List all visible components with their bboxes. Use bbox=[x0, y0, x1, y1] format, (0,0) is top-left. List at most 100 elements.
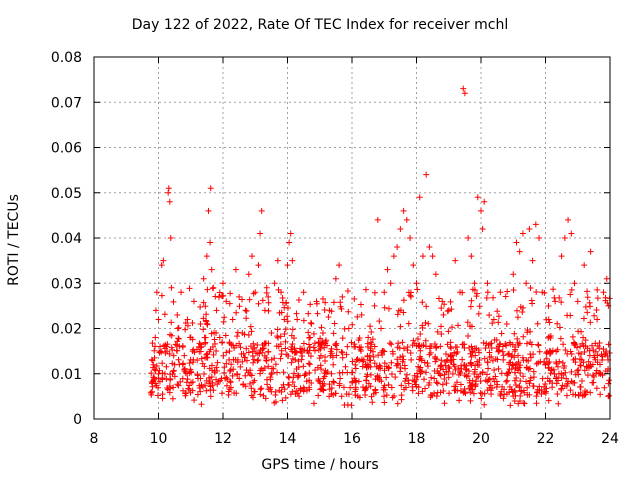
data-point bbox=[580, 334, 587, 341]
data-point bbox=[517, 362, 524, 369]
data-point bbox=[209, 285, 216, 292]
data-point bbox=[513, 307, 520, 314]
data-point bbox=[344, 287, 351, 294]
data-point bbox=[248, 385, 255, 392]
data-point bbox=[277, 341, 284, 348]
data-point bbox=[546, 319, 553, 326]
data-point bbox=[348, 339, 355, 346]
data-point bbox=[477, 378, 484, 385]
data-point bbox=[268, 369, 275, 376]
data-point bbox=[401, 362, 408, 369]
data-point bbox=[248, 392, 255, 399]
data-point bbox=[333, 352, 340, 359]
data-point bbox=[496, 341, 503, 348]
data-point bbox=[457, 388, 464, 395]
data-point bbox=[443, 368, 450, 375]
data-point bbox=[306, 369, 313, 376]
data-point bbox=[426, 351, 433, 358]
data-point bbox=[533, 393, 540, 400]
data-point bbox=[265, 293, 272, 300]
data-point bbox=[420, 342, 427, 349]
data-point bbox=[426, 345, 433, 352]
data-point bbox=[371, 302, 378, 309]
data-point bbox=[216, 289, 223, 296]
data-point bbox=[289, 341, 296, 348]
data-point bbox=[533, 289, 540, 296]
data-point bbox=[300, 289, 307, 296]
data-point bbox=[252, 289, 259, 296]
data-point bbox=[363, 384, 370, 391]
data-point bbox=[523, 357, 530, 364]
data-point bbox=[367, 357, 374, 364]
data-point bbox=[461, 341, 468, 348]
data-point bbox=[572, 371, 579, 378]
data-point bbox=[272, 361, 279, 368]
data-point bbox=[466, 323, 473, 330]
data-point bbox=[214, 359, 221, 366]
data-point bbox=[484, 359, 491, 366]
data-point bbox=[512, 382, 519, 389]
data-point bbox=[545, 397, 552, 404]
data-point bbox=[577, 362, 584, 369]
data-point bbox=[383, 392, 390, 399]
data-point bbox=[439, 298, 446, 305]
data-point bbox=[589, 342, 596, 349]
data-point bbox=[312, 347, 319, 354]
data-point bbox=[511, 330, 518, 337]
data-point bbox=[356, 357, 363, 364]
data-point bbox=[159, 395, 166, 402]
data-point bbox=[232, 266, 239, 273]
data-point bbox=[274, 257, 281, 264]
data-point bbox=[274, 334, 281, 341]
data-point bbox=[166, 384, 173, 391]
data-point bbox=[223, 360, 230, 367]
data-point bbox=[473, 290, 480, 297]
data-point bbox=[317, 380, 324, 387]
data-point bbox=[470, 390, 477, 397]
data-point bbox=[400, 207, 407, 214]
data-point bbox=[553, 375, 560, 382]
data-point bbox=[284, 304, 291, 311]
data-point bbox=[499, 343, 506, 350]
data-point bbox=[223, 374, 230, 381]
data-point bbox=[480, 339, 487, 346]
data-point bbox=[551, 370, 558, 377]
data-point bbox=[562, 347, 569, 354]
data-point bbox=[434, 328, 441, 335]
data-point bbox=[474, 358, 481, 365]
data-point bbox=[536, 235, 543, 241]
data-point bbox=[372, 386, 379, 393]
data-point bbox=[419, 388, 426, 395]
data-point bbox=[243, 345, 250, 352]
data-point bbox=[265, 340, 272, 347]
data-point bbox=[503, 342, 510, 349]
data-point bbox=[586, 364, 593, 371]
data-point bbox=[257, 230, 264, 237]
data-point bbox=[352, 386, 359, 393]
data-point bbox=[474, 194, 481, 201]
data-point bbox=[173, 342, 180, 349]
data-point bbox=[179, 375, 186, 382]
data-point bbox=[339, 293, 346, 300]
data-point bbox=[513, 239, 520, 246]
data-point bbox=[497, 289, 504, 296]
data-point bbox=[160, 257, 167, 264]
data-point bbox=[337, 299, 344, 306]
data-point bbox=[198, 355, 205, 362]
data-point bbox=[408, 356, 415, 363]
data-point bbox=[417, 364, 424, 371]
data-point bbox=[591, 312, 598, 319]
data-point bbox=[473, 345, 480, 352]
data-point bbox=[535, 341, 542, 348]
data-point bbox=[208, 367, 215, 374]
data-point bbox=[559, 359, 566, 366]
data-point bbox=[500, 352, 507, 359]
x-tick-label: 8 bbox=[90, 431, 99, 447]
data-point bbox=[539, 375, 546, 382]
data-point bbox=[545, 360, 552, 367]
data-point bbox=[228, 361, 235, 368]
data-point bbox=[158, 292, 165, 299]
data-point bbox=[203, 320, 210, 327]
data-point bbox=[543, 355, 550, 362]
data-point bbox=[196, 382, 203, 389]
